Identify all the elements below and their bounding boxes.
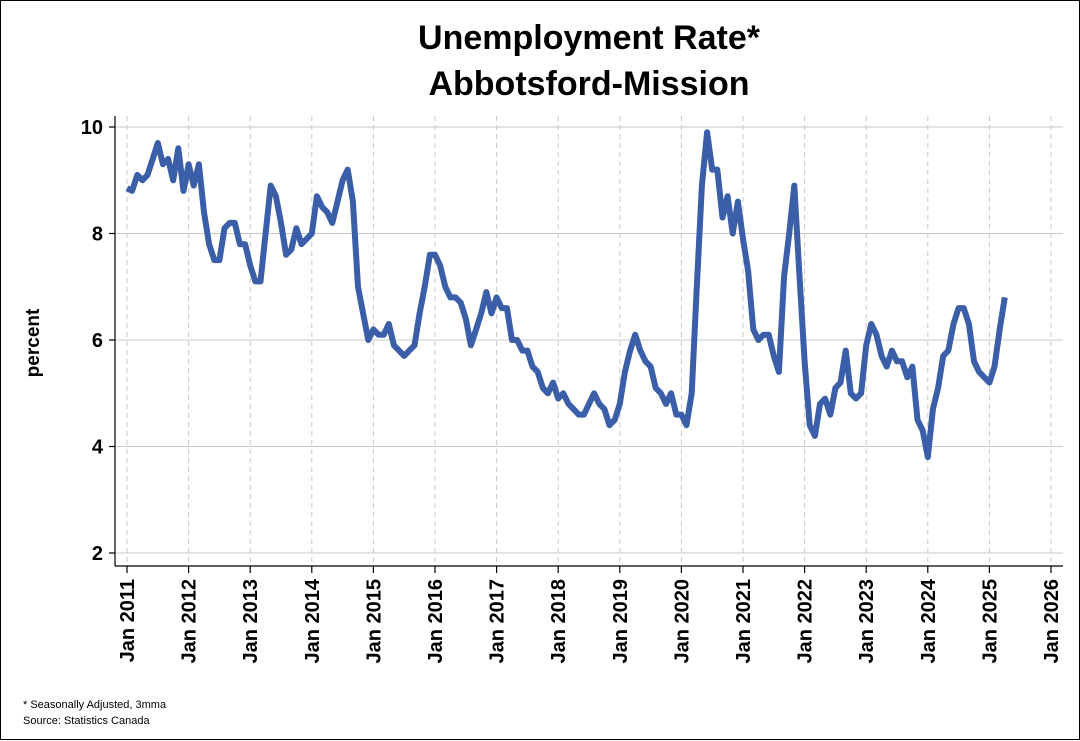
series-group <box>125 129 1008 461</box>
y-tick-labels: 2 4 6 8 10 <box>81 117 104 565</box>
x-tick-label: Jan 2011 <box>117 579 139 662</box>
x-tick-label: Jan 2012 <box>179 579 201 664</box>
x-tick-labels: Jan 2011 Jan 2012 Jan 2013 Jan 2014 Jan 2015… <box>117 578 1063 663</box>
x-tick-label: Jan 2025 <box>979 579 1001 664</box>
x-tick-label: Jan 2020 <box>671 579 693 664</box>
x-tick-label: Jan 2015 <box>363 579 385 664</box>
x-tick-label: Jan 2024 <box>918 578 940 663</box>
series-line <box>125 129 1008 461</box>
y-axis-label: percent <box>23 308 44 377</box>
y-tick-label: 6 <box>92 330 103 352</box>
x-tick-label: Jan 2019 <box>610 579 632 664</box>
x-tick-label: Jan 2017 <box>487 579 509 664</box>
axes <box>109 116 1063 573</box>
x-tick-label: Jan 2026 <box>1041 579 1063 664</box>
gridlines <box>115 116 1063 566</box>
chart-title: Unemployment Rate* <box>418 19 761 57</box>
footnote-note: * Seasonally Adjusted, 3mma <box>23 699 167 711</box>
y-tick-label: 4 <box>92 437 104 459</box>
x-tick-label: Jan 2014 <box>302 578 324 663</box>
x-tick-label: Jan 2018 <box>548 579 570 664</box>
x-tick-label: Jan 2021 <box>733 579 755 664</box>
x-tick-label: Jan 2023 <box>856 579 878 664</box>
x-tick-label: Jan 2016 <box>425 579 447 664</box>
x-tick-label: Jan 2022 <box>795 579 817 664</box>
y-tick-label: 2 <box>92 543 103 565</box>
footnote-source: Source: Statistics Canada <box>23 715 150 727</box>
y-tick-label: 10 <box>81 117 103 139</box>
y-tick-label: 8 <box>92 224 103 246</box>
x-tick-label: Jan 2013 <box>240 579 262 664</box>
chart-subtitle: Abbotsford-Mission <box>428 65 749 103</box>
